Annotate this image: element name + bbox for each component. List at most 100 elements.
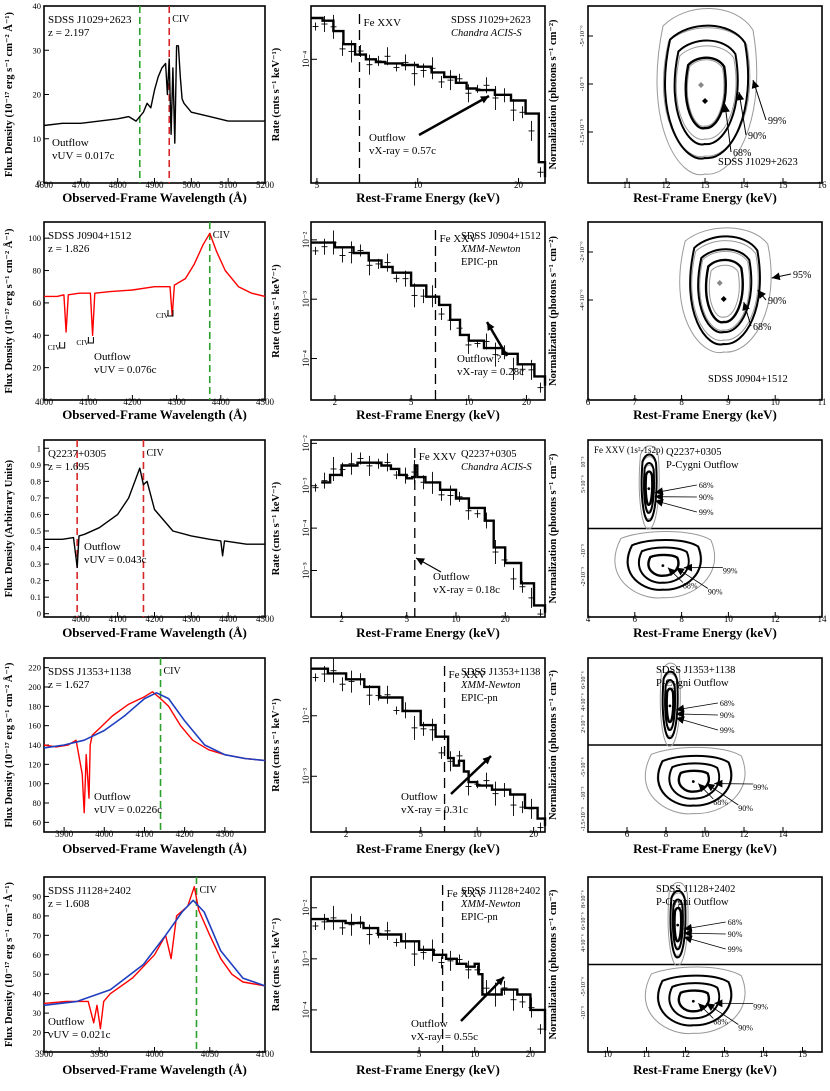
fe-xxv-label: Fe XXV: [449, 669, 487, 681]
y-tick-label: 60: [33, 950, 42, 960]
confidence-arrow-head: [675, 716, 685, 724]
x-tick-label: 4050: [201, 1049, 220, 1059]
contour-level: [665, 687, 675, 724]
y-axis-label: Normalization (photons s⁻¹ cm⁻²): [548, 669, 559, 820]
contour-level: [638, 546, 690, 584]
fit-curve: [43, 691, 266, 762]
contour-level: [657, 754, 733, 807]
confidence-label: 99%: [723, 567, 738, 576]
best-fit-marker: [668, 704, 672, 708]
y-axis-label: Rate (cnts s⁻¹ keV⁻¹): [271, 47, 282, 141]
y-tick-label: -5×10⁻⁶: [579, 25, 586, 46]
y-tick-label: 0.7: [30, 493, 41, 503]
confidence-arrow-head: [714, 999, 723, 1008]
contour-grey: [667, 881, 689, 966]
panel-uv4: 60 80 100 120 140 160 180 200 220 3900 4000 4100 420…: [3, 657, 266, 856]
spectrum-curve: [44, 232, 266, 336]
x-tick-label: 20: [501, 614, 511, 624]
x-tick-label: 5: [417, 1049, 422, 1059]
outflow-arrow-head: [482, 756, 491, 765]
contour-sublabel: P-Cygni Outflow: [656, 897, 729, 908]
y-tick-label: 80: [33, 798, 42, 808]
confidence-label: 99%: [753, 1003, 768, 1012]
x-tick-label: 4100: [109, 614, 128, 624]
contour-grey: [638, 445, 660, 530]
x-tick-label: 10: [451, 614, 461, 624]
x-tick-label: 20: [526, 1049, 536, 1059]
fe-xxv-label: Fe XXV: [439, 233, 477, 245]
x-tick-label: 2: [344, 829, 349, 839]
x-tick-label: 8: [679, 397, 684, 407]
y-tick-label: 90: [33, 891, 42, 901]
y-tick-label: 10⁻³: [301, 291, 311, 308]
contour-grey: [708, 264, 740, 318]
outflow-label: Outflow: [48, 1016, 85, 1028]
y-tick-label: 160: [28, 721, 41, 731]
outflow-label: Outflow: [433, 571, 470, 583]
x-axis-label: Rest-Frame Energy (keV): [356, 625, 500, 640]
outflow-velocity: vX-ray = 0.31c: [401, 804, 468, 816]
y-tick-label: 40: [33, 330, 42, 340]
y-tick-label: 140: [28, 740, 41, 750]
contour-level: [704, 258, 744, 324]
x-tick-label: 5100: [219, 180, 238, 190]
panel-redshift: z = 1.608: [48, 898, 90, 910]
y-axis-label: Flux Density (10⁻¹⁷ erg s⁻¹ cm⁻² Å⁻¹): [3, 881, 15, 1047]
x-tick-label: 7: [633, 397, 638, 407]
panel-object-name: SDSS J1353+1138: [461, 667, 540, 678]
panel-redshift: z = 2.197: [48, 27, 90, 39]
best-fit-marker: [702, 98, 708, 104]
y-axis-label: Normalization (photons s⁻¹ cm⁻²): [548, 19, 559, 170]
spectrum-curve: [43, 691, 266, 814]
contour-line-id: Fe XXV (1s²-1s2p): [594, 445, 664, 455]
outflow-velocity: vX-ray = 0.57c: [369, 145, 436, 157]
confidence-label: 68%: [753, 322, 771, 333]
y-tick-label: 0.8: [30, 476, 41, 486]
y-tick-label: -5×10⁻⁶: [581, 977, 587, 997]
x-tick-label: 5: [418, 829, 423, 839]
y-tick-label: 2×10⁻⁶: [581, 715, 587, 733]
contour-object-name: SDSS J1029+2623: [718, 157, 798, 168]
contour-object-name: SDSS J1128+2402: [656, 884, 735, 895]
y-axis-label: Flux Density (Arbitrary Units): [4, 459, 15, 597]
x-axis-label: Observed-Frame Wavelength (Å): [62, 190, 247, 205]
x-tick-label: 8: [664, 829, 669, 839]
y-tick-label: 20: [33, 90, 42, 100]
x-tick-label: 9: [726, 397, 731, 407]
x-tick-label: 10: [473, 829, 483, 839]
confidence-label: 68%: [713, 798, 728, 807]
y-tick-label: 6×10⁻⁶: [581, 912, 587, 930]
x-tick-label: 12: [681, 1049, 690, 1059]
x-tick-label: 2: [339, 614, 344, 624]
fe-xxv-label: Fe XXV: [419, 451, 457, 463]
x-tick-label: 5: [315, 180, 320, 190]
contour-sublabel: P-Cygni Outflow: [666, 460, 739, 471]
confidence-arrow-head: [698, 783, 707, 793]
confidence-arrow-head: [722, 104, 730, 113]
line-label: CIV: [146, 448, 164, 459]
x-tick-label: 14: [818, 614, 828, 624]
plot-frame: [310, 221, 546, 401]
y-tick-label: -1.5×10⁻⁵: [581, 807, 587, 831]
contour-level: [669, 889, 687, 959]
panel-redshift: z = 1.695: [48, 461, 90, 473]
y-tick-label: 0.2: [30, 576, 41, 586]
x-axis-label: Rest-Frame Energy (keV): [356, 190, 500, 205]
confidence-arrow-head: [675, 710, 685, 718]
absorber-bracket: [59, 342, 66, 349]
confidence-arrow-head: [675, 567, 685, 576]
outflow-label: Outflow: [52, 137, 89, 149]
panel-object-name: SDSS J0904+1512: [48, 230, 132, 242]
outflow-velocity: vUV = 0.017c: [52, 150, 115, 162]
x-axis-label: Rest-Frame Energy (keV): [356, 1062, 500, 1077]
confidence-label: 90%: [738, 1024, 753, 1033]
y-tick-label: 10⁻²: [301, 899, 311, 916]
y-tick-label: 40: [33, 989, 42, 999]
fe-xxv-label: Fe XXV: [447, 888, 485, 900]
x-tick-label: 8: [679, 614, 684, 624]
y-tick-label: 120: [28, 759, 41, 769]
confidence-label: 90%: [768, 296, 786, 307]
outflow-label: Outflow: [369, 132, 406, 144]
